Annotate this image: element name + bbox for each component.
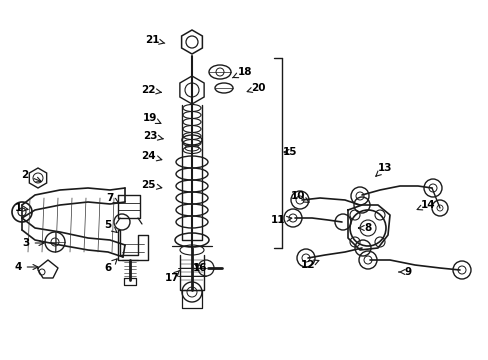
Text: 20: 20 <box>246 83 264 93</box>
Text: 19: 19 <box>142 113 161 123</box>
Text: 25: 25 <box>141 180 162 190</box>
Text: 16: 16 <box>192 263 207 273</box>
Text: 13: 13 <box>375 163 391 176</box>
Text: 14: 14 <box>416 200 434 210</box>
Text: 18: 18 <box>232 67 252 78</box>
Text: 15: 15 <box>282 147 297 157</box>
Text: 6: 6 <box>104 259 117 273</box>
Text: 4: 4 <box>14 262 38 272</box>
Text: 11: 11 <box>270 215 291 225</box>
Text: 24: 24 <box>141 151 162 161</box>
Text: 10: 10 <box>290 191 308 202</box>
Text: 23: 23 <box>142 131 163 141</box>
Text: 1: 1 <box>14 203 28 213</box>
Text: 2: 2 <box>21 170 41 182</box>
Text: 9: 9 <box>398 267 411 277</box>
Text: 17: 17 <box>164 270 180 283</box>
Text: 3: 3 <box>22 238 44 248</box>
Text: 8: 8 <box>358 223 371 233</box>
Text: 21: 21 <box>144 35 164 45</box>
Text: 7: 7 <box>106 193 119 203</box>
Text: 5: 5 <box>104 220 117 233</box>
Text: 12: 12 <box>300 260 318 270</box>
Text: 22: 22 <box>141 85 161 95</box>
